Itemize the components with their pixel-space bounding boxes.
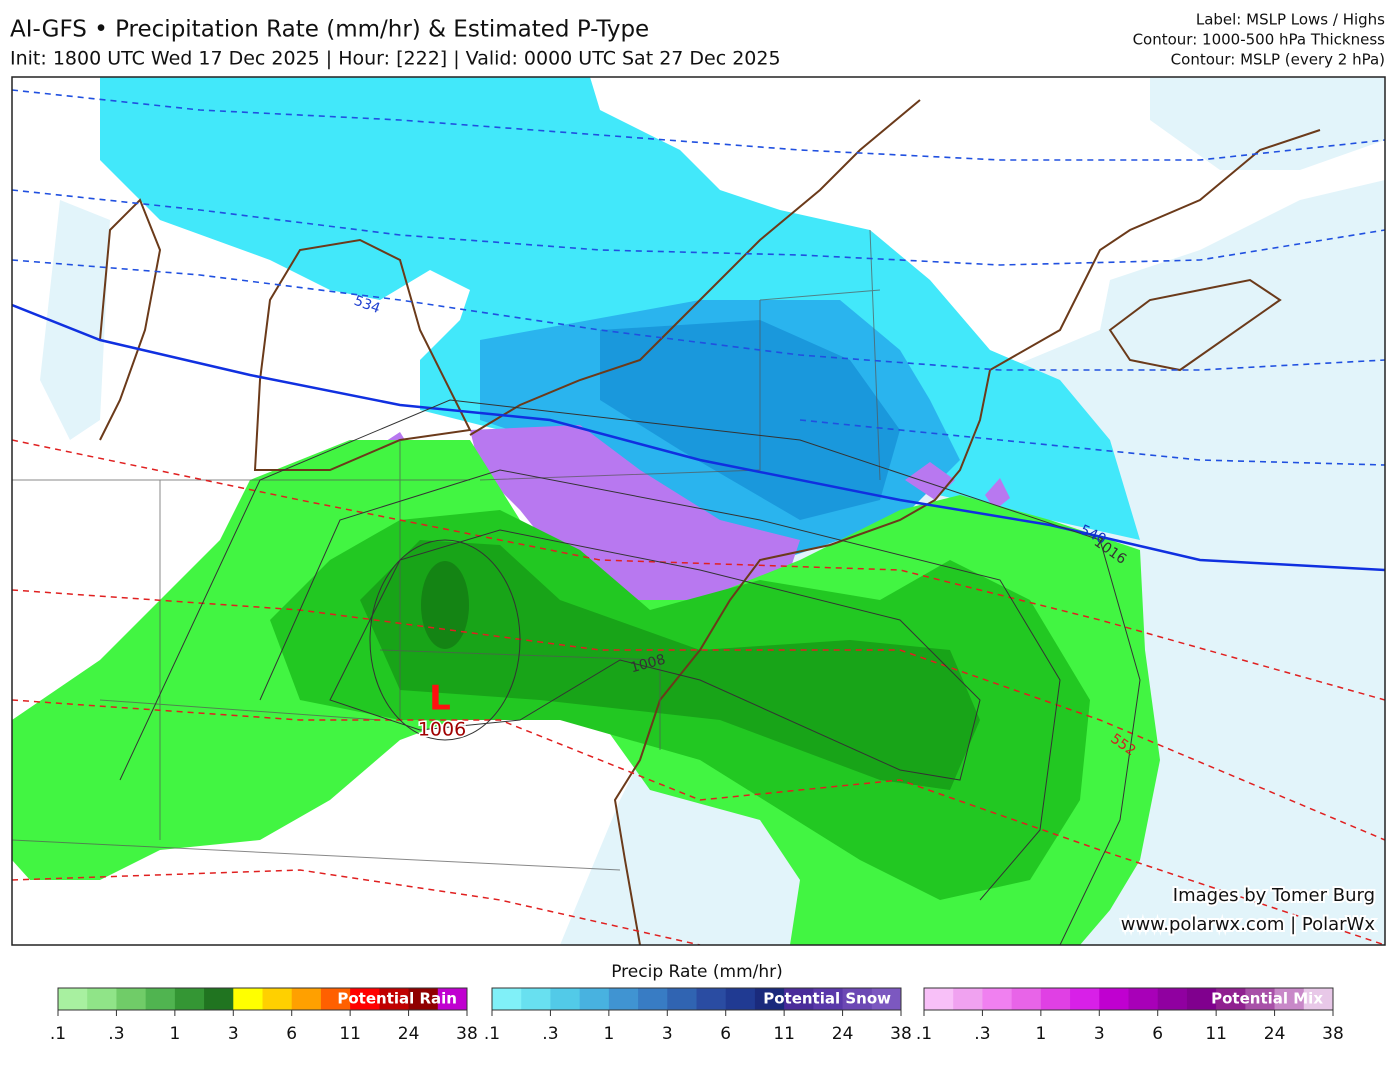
tick-label: 1 bbox=[603, 1024, 614, 1044]
title: AI-GFS • Precipitation Rate (mm/hr) & Es… bbox=[10, 17, 649, 43]
tick-label: 3 bbox=[228, 1024, 239, 1044]
color-swatch bbox=[350, 988, 380, 1010]
tick-label: 3 bbox=[662, 1024, 673, 1044]
color-swatch bbox=[638, 988, 668, 1010]
tick-label: 24 bbox=[1264, 1024, 1286, 1044]
thickness-warm bbox=[12, 439, 1385, 945]
tick-label: .1 bbox=[484, 1024, 500, 1044]
tick-label: 3 bbox=[1094, 1024, 1105, 1044]
color-swatch bbox=[291, 988, 322, 1010]
color-swatch bbox=[754, 988, 785, 1010]
color-swatch bbox=[696, 988, 727, 1010]
color-swatch bbox=[320, 988, 351, 1010]
color-swatch bbox=[521, 988, 551, 1010]
color-swatch bbox=[262, 988, 293, 1010]
legend-line: Contour: MSLP (every 2 hPa) bbox=[1171, 51, 1385, 69]
color-swatch bbox=[1245, 988, 1276, 1010]
tick-label: 1 bbox=[1035, 1024, 1046, 1044]
color-swatch bbox=[725, 988, 756, 1010]
credit: Images by Tomer Burg bbox=[1173, 885, 1375, 906]
low-pressure: 1006 bbox=[418, 719, 466, 741]
color-swatch bbox=[145, 988, 176, 1010]
legend-line: Label: MSLP Lows / Highs bbox=[1196, 11, 1385, 29]
colorbar-name: Potential Rain bbox=[337, 990, 457, 1008]
color-swatch bbox=[1274, 988, 1305, 1010]
color-swatch bbox=[116, 988, 147, 1010]
color-swatch bbox=[924, 988, 954, 1010]
color-swatch bbox=[492, 988, 522, 1010]
color-swatch bbox=[204, 988, 234, 1010]
color-swatch bbox=[953, 988, 983, 1010]
color-swatch bbox=[550, 988, 581, 1010]
borders bbox=[12, 229, 881, 871]
tick-label: 6 bbox=[286, 1024, 297, 1044]
color-swatch bbox=[784, 988, 814, 1010]
colorbar-frame bbox=[491, 987, 902, 1011]
map-frame bbox=[11, 76, 1386, 946]
color-swatch bbox=[667, 988, 697, 1010]
color-swatch bbox=[813, 988, 844, 1010]
color-swatch bbox=[87, 988, 117, 1010]
color-swatch bbox=[174, 988, 205, 1010]
color-swatch bbox=[1099, 988, 1129, 1010]
subtitle: Init: 1800 UTC Wed 17 Dec 2025 | Hour: [… bbox=[10, 48, 781, 70]
credit: www.polarwx.com | PolarWx bbox=[1121, 914, 1376, 935]
color-swatch bbox=[1186, 988, 1217, 1010]
color-swatch bbox=[1070, 988, 1100, 1010]
color-swatch bbox=[58, 988, 88, 1010]
thickness-cold bbox=[12, 89, 1385, 466]
color-swatch bbox=[579, 988, 610, 1010]
tick-label: .3 bbox=[542, 1024, 558, 1044]
colorbar-frame bbox=[923, 987, 1334, 1011]
tick-label: 38 bbox=[1322, 1024, 1344, 1044]
colorbar-name: Potential Snow bbox=[763, 990, 891, 1008]
color-swatch bbox=[1011, 988, 1042, 1010]
color-swatch bbox=[982, 988, 1013, 1010]
tick-label: 6 bbox=[1152, 1024, 1163, 1044]
low-symbol: L bbox=[429, 679, 451, 719]
color-swatch bbox=[437, 988, 468, 1010]
colorbar-frame bbox=[57, 987, 468, 1011]
color-swatch bbox=[233, 988, 263, 1010]
color-swatch bbox=[1128, 988, 1159, 1010]
tick-label: 6 bbox=[720, 1024, 731, 1044]
tick-label: .3 bbox=[108, 1024, 124, 1044]
tick-label: .1 bbox=[50, 1024, 66, 1044]
color-swatch bbox=[408, 988, 439, 1010]
mix bbox=[380, 425, 1010, 600]
color-swatch bbox=[842, 988, 873, 1010]
mslp-contours bbox=[119, 399, 1141, 945]
tick-label: 11 bbox=[1205, 1024, 1227, 1044]
color-swatch bbox=[608, 988, 639, 1010]
legend-line: Contour: 1000-500 hPa Thickness bbox=[1133, 31, 1386, 49]
colorbar-name: Potential Mix bbox=[1211, 990, 1323, 1008]
tick-label: 24 bbox=[832, 1024, 854, 1044]
color-swatch bbox=[1040, 988, 1071, 1010]
tick-label: .1 bbox=[916, 1024, 932, 1044]
coastlines bbox=[99, 99, 1321, 945]
rain-core bbox=[421, 561, 469, 649]
tick-label: 11 bbox=[339, 1024, 361, 1044]
tick-label: 38 bbox=[890, 1024, 912, 1044]
color-swatch bbox=[379, 988, 410, 1010]
legend-lines: Label: MSLP Lows / Highs Contour: 1000-50… bbox=[1133, 11, 1386, 69]
snow-heavy bbox=[600, 320, 900, 520]
color-swatch bbox=[1216, 988, 1246, 1010]
tick-label: 24 bbox=[398, 1024, 420, 1044]
thickness-540 bbox=[12, 303, 1385, 572]
colorbar-title: Precip Rate (mm/hr) bbox=[611, 962, 783, 982]
tick-label: 11 bbox=[773, 1024, 795, 1044]
color-swatch bbox=[871, 988, 902, 1010]
tick-label: 38 bbox=[456, 1024, 478, 1044]
tick-label: 1 bbox=[169, 1024, 180, 1044]
tick-label: .3 bbox=[974, 1024, 990, 1044]
color-swatch bbox=[1303, 988, 1334, 1010]
color-swatch bbox=[1157, 988, 1188, 1010]
